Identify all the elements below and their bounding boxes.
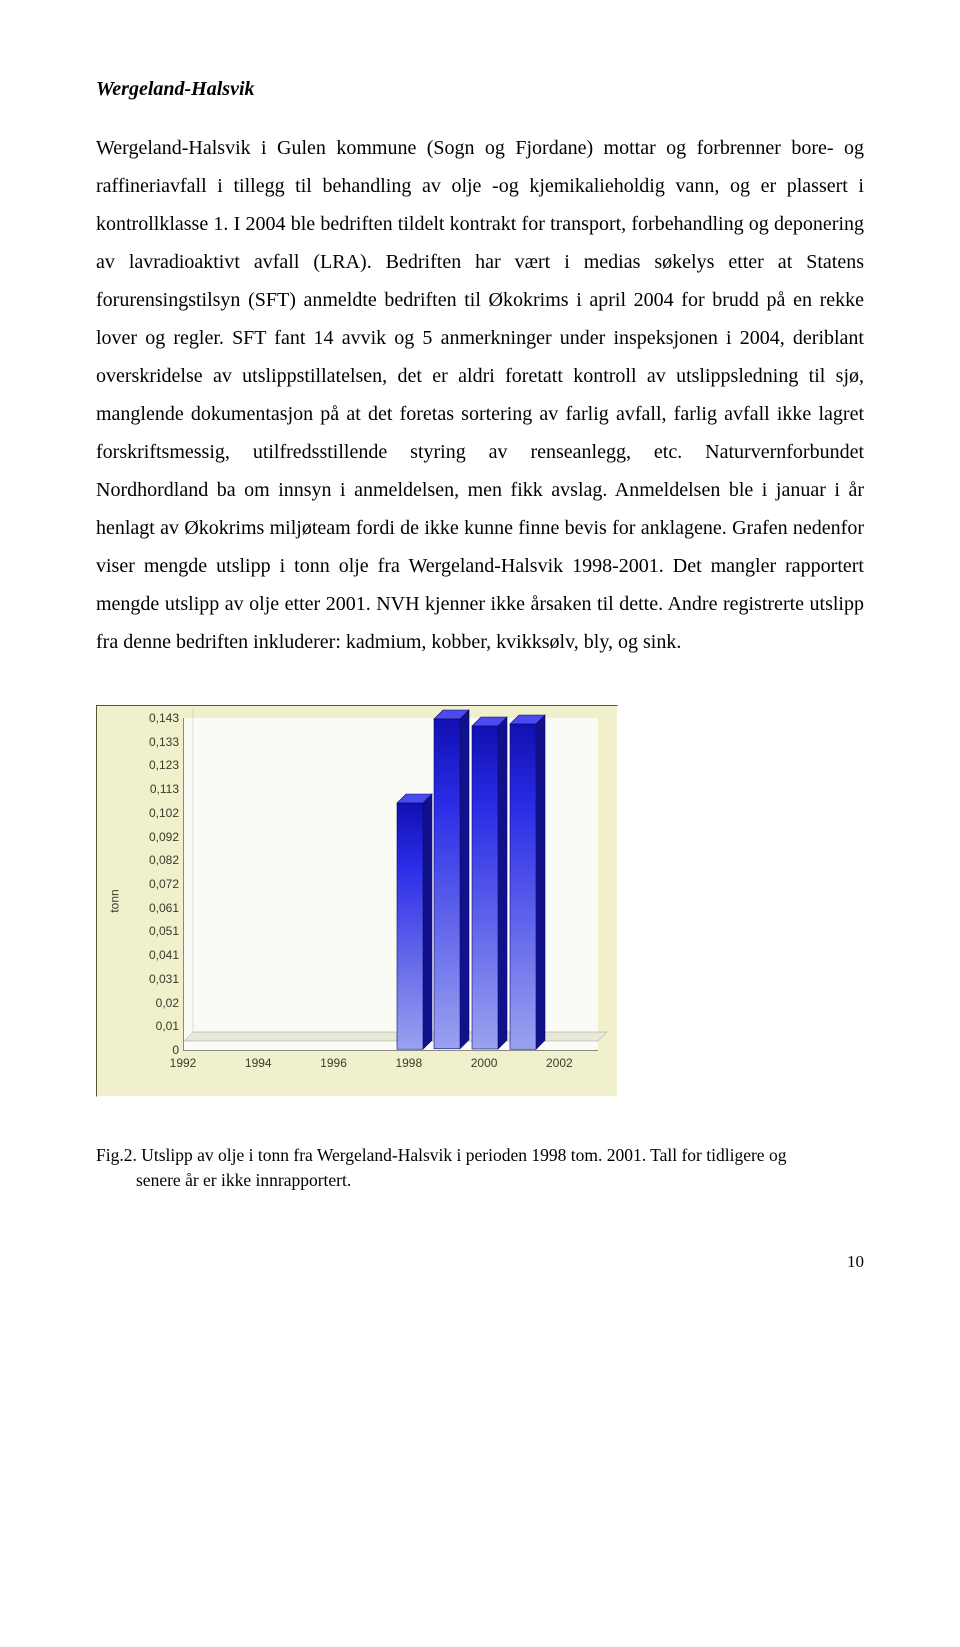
chart-container: tonn 0 0,01 0,02 0,031 0,041 0,051 0,061 0,072 0… bbox=[96, 705, 864, 1097]
y-tick-label: 0,072 bbox=[137, 878, 179, 890]
page-number: 10 bbox=[0, 1232, 960, 1292]
x-tick-label: 2000 bbox=[471, 1056, 498, 1070]
x-tick-label: 1996 bbox=[320, 1056, 347, 1070]
bar bbox=[472, 717, 508, 1050]
caption-line-1: Fig.2. Utslipp av olje i tonn fra Wergel… bbox=[96, 1145, 786, 1165]
y-tick-label: 0,092 bbox=[137, 831, 179, 843]
caption-line-2: senere år er ikke innrapportert. bbox=[96, 1170, 351, 1190]
x-tick-label: 1994 bbox=[245, 1056, 272, 1070]
y-tick-label: 0 bbox=[137, 1044, 179, 1056]
y-tick-label: 0,041 bbox=[137, 949, 179, 961]
y-tick-label: 0,143 bbox=[137, 712, 179, 724]
emissions-chart: tonn 0 0,01 0,02 0,031 0,041 0,051 0,061 0,072 0… bbox=[96, 705, 618, 1097]
y-tick-label: 0,113 bbox=[137, 783, 179, 795]
plot-area bbox=[183, 718, 598, 1051]
bar bbox=[434, 710, 470, 1050]
x-tick-label: 1998 bbox=[395, 1056, 422, 1070]
figure-caption: Fig.2. Utslipp av olje i tonn fra Wergel… bbox=[96, 1143, 864, 1192]
y-tick-label: 0,061 bbox=[137, 902, 179, 914]
y-axis-label: tonn bbox=[108, 889, 122, 912]
y-tick-label: 0,082 bbox=[137, 854, 179, 866]
y-tick-label: 0,02 bbox=[137, 997, 179, 1009]
document-page: Wergeland-Halsvik Wergeland-Halsvik i Gu… bbox=[0, 0, 960, 1232]
x-tick-label: 2002 bbox=[546, 1056, 573, 1070]
section-heading: Wergeland-Halsvik bbox=[96, 78, 864, 101]
y-tick-label: 0,031 bbox=[137, 973, 179, 985]
bar bbox=[397, 794, 433, 1050]
x-tick-label: 1992 bbox=[170, 1056, 197, 1070]
y-tick-label: 0,051 bbox=[137, 925, 179, 937]
y-tick-label: 0,01 bbox=[137, 1020, 179, 1032]
bar bbox=[510, 715, 546, 1050]
y-tick-label: 0,133 bbox=[137, 736, 179, 748]
body-paragraph: Wergeland-Halsvik i Gulen kommune (Sogn … bbox=[96, 129, 864, 661]
y-tick-label: 0,102 bbox=[137, 807, 179, 819]
y-tick-label: 0,123 bbox=[137, 759, 179, 771]
